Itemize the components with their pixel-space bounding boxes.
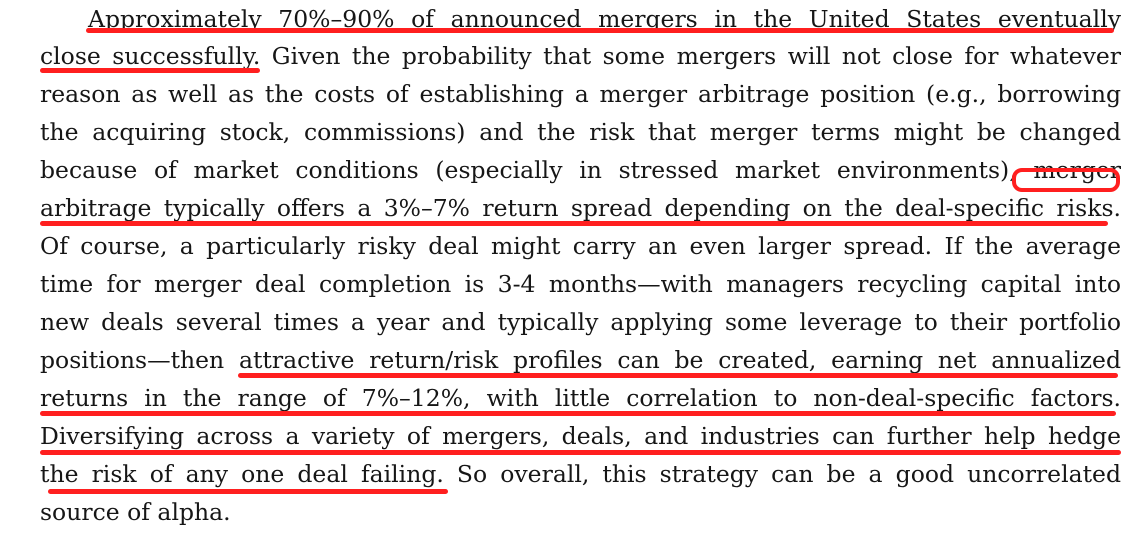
highlight-box-mark	[1012, 168, 1120, 192]
text-line: arbitrage typically offers a 3%–7% retur…	[40, 194, 1121, 222]
text-line: positions—then attractive return/risk pr…	[40, 346, 1121, 374]
text-line: Diversifying across a variety of mergers…	[40, 422, 1121, 450]
underline-mark	[238, 373, 1118, 378]
text-line: reason as well as the costs of establish…	[40, 80, 1121, 108]
underline-mark	[40, 450, 1121, 455]
text-line: returns in the range of 7%–12%, with lit…	[40, 384, 1121, 412]
text-line: the acquiring stock, commissions) and th…	[40, 118, 1121, 146]
text-line: source of alpha.	[40, 498, 231, 526]
underline-mark	[40, 221, 1108, 226]
text-line: time for merger deal completion is 3-4 m…	[40, 270, 1121, 298]
underline-mark	[40, 411, 1116, 416]
underline-mark	[86, 28, 1114, 33]
underline-mark	[48, 489, 448, 494]
underline-mark	[40, 68, 260, 73]
text-line: the risk of any one deal failing. So ove…	[40, 460, 1121, 488]
text-line: because of market conditions (especially…	[40, 156, 1121, 184]
text-line: close successfully. Given the probabilit…	[40, 42, 1121, 70]
text-line: new deals several times a year and typic…	[40, 308, 1121, 336]
text-line: Of course, a particularly risky deal mig…	[40, 232, 1121, 260]
